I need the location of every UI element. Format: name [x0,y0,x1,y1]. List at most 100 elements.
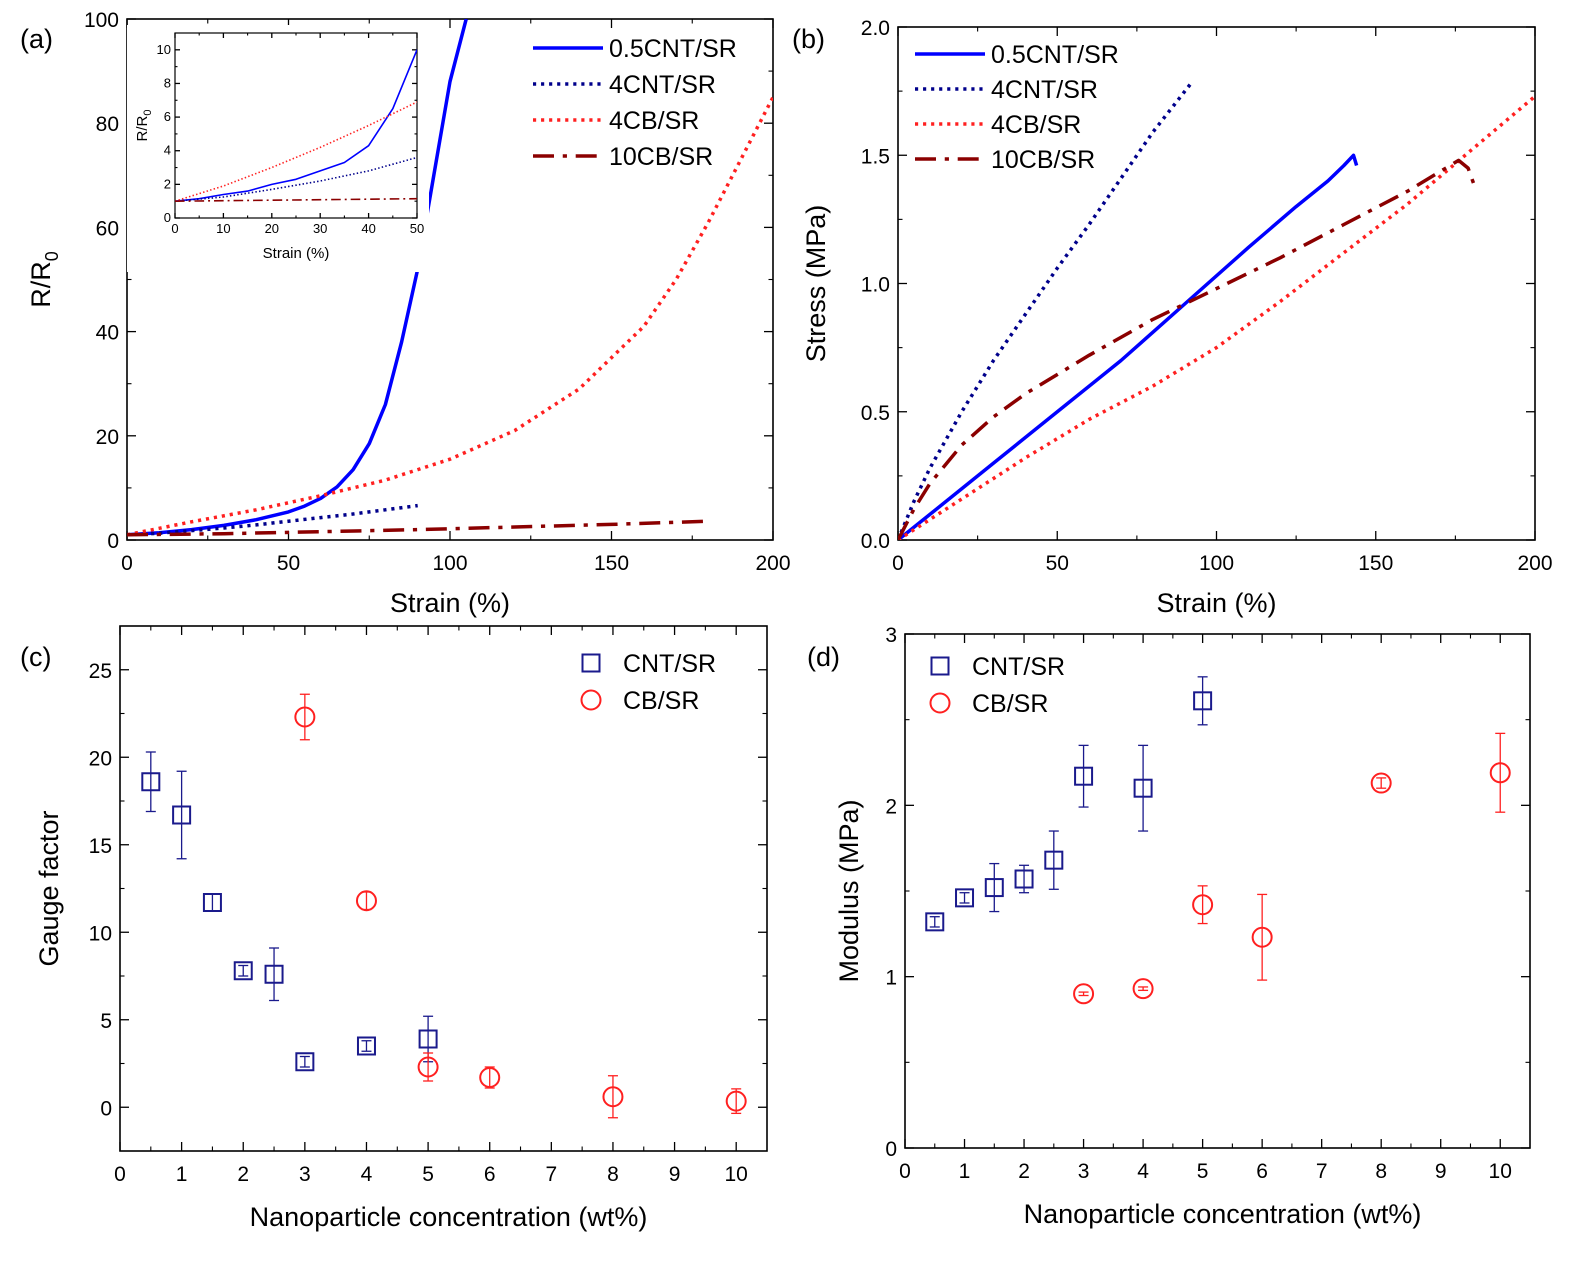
panel-c: (c) 0 1 2 3 4 5 6 7 8 9 10 0 5 10 15 20 25 Nanoparticle co… [20,625,768,1232]
y-tick-label: 2 [885,795,897,818]
inset-y-axis-label-main: R/R [134,115,151,141]
series-line-10cb-sr [127,519,709,537]
data-point-cb-sr [1370,772,1392,794]
data-point-cnt-sr [955,888,975,908]
y-tick-label: 80 [96,113,119,136]
data-point-cnt-sr [233,961,253,981]
x-tick-label: 0 [114,1163,126,1186]
x-axis-label: Nanoparticle concentration (wt%) [1024,1199,1422,1229]
legend-marker-cb-sr [929,692,951,714]
y-axis-label: Stress (MPa) [801,205,831,363]
y-tick-label: 0 [885,1138,897,1161]
x-tick-label: 40 [361,221,375,236]
y-axis-label-sub: 0 [42,251,62,261]
data-point-cnt-sr [1014,869,1034,889]
data-point-cnt-sr [202,893,222,912]
data-point-cnt-sr [295,1052,315,1072]
x-tick-label: 1 [176,1163,188,1186]
x-tick-label: 0 [899,1160,911,1183]
legend-label-4cnt-sr: 4CNT/SR [991,76,1098,104]
series-line-0-5cnt-sr [175,49,417,202]
data-point-cb-sr [1489,762,1511,784]
panel-label: (c) [20,642,51,672]
panel-label: (b) [792,24,825,54]
x-tick-label: 3 [1078,1160,1090,1183]
x-tick-label: 100 [1199,552,1234,575]
y-axis-label: Modulus (MPa) [834,799,864,982]
data-point-cnt-sr [418,1029,438,1049]
data-point-cb-sr [417,1056,439,1078]
x-axis-label: Strain (%) [1156,588,1276,618]
data-point-cb-sr [602,1086,624,1108]
legend-label-cb-sr: CB/SR [972,690,1048,718]
x-tick-label: 8 [1375,1160,1387,1183]
series-line-4cnt-sr [127,503,418,537]
data-point-cnt-sr [1133,778,1153,798]
series-line-4cb-sr [127,96,773,537]
legend-marker-cnt-sr [930,656,950,676]
x-tick-label: 4 [361,1163,373,1186]
x-tick-label: 10 [725,1163,748,1186]
legend-label-10cb-sr: 10CB/SR [991,146,1095,174]
data-point-cb-sr [1251,926,1273,948]
x-tick-label: 5 [1197,1160,1209,1183]
y-tick-label: 5 [100,1010,112,1033]
legend-label-4cnt-sr: 4CNT/SR [609,71,716,99]
legend-marker-cnt-sr [581,653,601,673]
legend-label-4cb-sr: 4CB/SR [609,107,699,135]
series-line-4cb-sr [898,94,1535,540]
legend-label-4cb-sr: 4CB/SR [991,111,1081,139]
y-tick-label: 6 [164,109,171,124]
y-axis-label: Gauge factor [34,810,64,966]
x-tick-label: 100 [432,552,467,575]
series-line-4cnt-sr [898,82,1193,540]
data-point-cnt-sr [264,964,284,984]
y-tick-label: 20 [89,747,112,770]
y-tick-label: 0.5 [861,402,890,425]
y-tick-label: 0 [164,210,171,225]
legend-marker-cb-sr [580,689,602,711]
data-point-cnt-sr [172,805,192,825]
x-tick-label: 0 [171,221,178,236]
y-tick-label: 25 [89,660,112,683]
y-axis-label: R/R0 [26,251,62,308]
data-point-cb-sr [294,706,316,728]
data-point-cnt-sr [925,912,945,932]
data-point-cnt-sr [141,772,161,792]
inset-y-axis-label: R/R0 [134,110,154,142]
x-tick-label: 150 [1358,552,1393,575]
data-point-cb-sr [1132,978,1154,1000]
x-tick-label: 150 [594,552,629,575]
y-tick-label: 2.0 [861,17,890,40]
y-tick-label: 8 [164,75,171,90]
x-tick-label: 8 [607,1163,619,1186]
panel-label: (a) [20,24,53,54]
x-tick-label: 50 [410,221,424,236]
x-tick-label: 4 [1137,1160,1149,1183]
series-line-0-5cnt-sr [898,153,1359,540]
y-tick-label: 60 [96,217,119,240]
x-tick-label: 7 [1316,1160,1328,1183]
y-tick-label: 10 [89,922,112,945]
series-line-4cnt-sr [175,156,417,202]
y-tick-label: 4 [164,143,171,158]
y-axis-label-main: R/R [26,261,56,308]
y-tick-label: 20 [96,426,119,449]
x-tick-label: 2 [1018,1160,1030,1183]
x-tick-label: 50 [1046,552,1069,575]
x-tick-label: 9 [669,1163,681,1186]
x-tick-label: 9 [1435,1160,1447,1183]
data-point-cnt-sr [1044,850,1064,870]
x-tick-label: 200 [1517,552,1552,575]
x-tick-label: 50 [277,552,300,575]
data-point-cnt-sr [1074,766,1094,786]
legend-label-0-5cnt-sr: 0.5CNT/SR [609,35,737,63]
legend-label-cnt-sr: CNT/SR [972,653,1065,681]
x-tick-label: 6 [484,1163,496,1186]
x-tick-label: 20 [265,221,279,236]
x-tick-label: 5 [422,1163,434,1186]
panel-label: (d) [807,642,840,672]
